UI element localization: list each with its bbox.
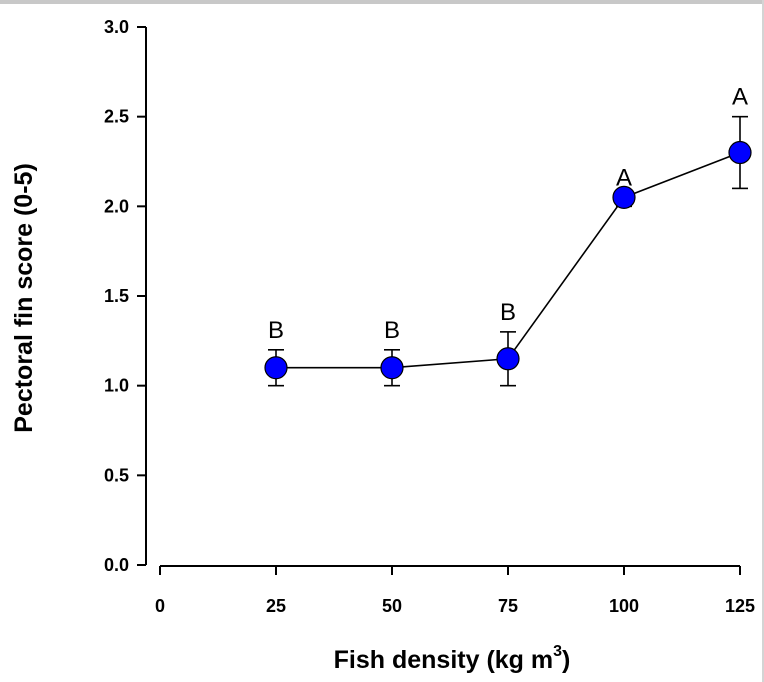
x-tick-label: 0 — [155, 596, 165, 616]
significance-letter: A — [732, 84, 748, 111]
significance-letter: B — [500, 299, 516, 326]
data-point — [728, 140, 752, 165]
significance-letter: A — [616, 164, 632, 191]
x-tick-label: 50 — [382, 596, 402, 616]
y-axis-title: Pectoral fin score (0-5) — [10, 163, 38, 433]
x-axis-title: Fish density (kg m3) — [334, 643, 571, 674]
y-tick-label: 1.5 — [104, 286, 129, 306]
x-tick-label: 25 — [266, 596, 286, 616]
axes: 0.0 0.5 1.0 1.5 2.0 2.5 3.0 0 25 50 75 100 125 — [104, 17, 755, 616]
y-tick-label: 0.0 — [104, 555, 129, 575]
right-border — [762, 0, 764, 682]
y-tick-label: 3.0 — [104, 17, 129, 37]
data-point — [380, 356, 404, 380]
x-tick-label: 125 — [725, 596, 755, 616]
x-tick-label: 100 — [609, 596, 639, 616]
y-tick-label: 2.0 — [104, 196, 129, 216]
data-point — [612, 185, 636, 209]
x-axis-title-main: Fish density (kg m — [334, 646, 553, 674]
data-series: B B B A A — [264, 84, 752, 387]
y-tick-label: 2.5 — [104, 107, 129, 127]
x-axis-title-suffix: ) — [562, 646, 570, 674]
significance-letter: B — [268, 317, 284, 344]
x-tick-label: 75 — [498, 596, 518, 616]
y-tick-label: 1.0 — [104, 376, 129, 396]
x-axis-title-superscript: 3 — [553, 643, 562, 660]
y-tick-label: 0.5 — [104, 465, 129, 485]
top-border — [0, 0, 764, 4]
data-point — [264, 356, 288, 380]
data-point — [496, 347, 520, 371]
significance-letter: B — [384, 317, 400, 344]
